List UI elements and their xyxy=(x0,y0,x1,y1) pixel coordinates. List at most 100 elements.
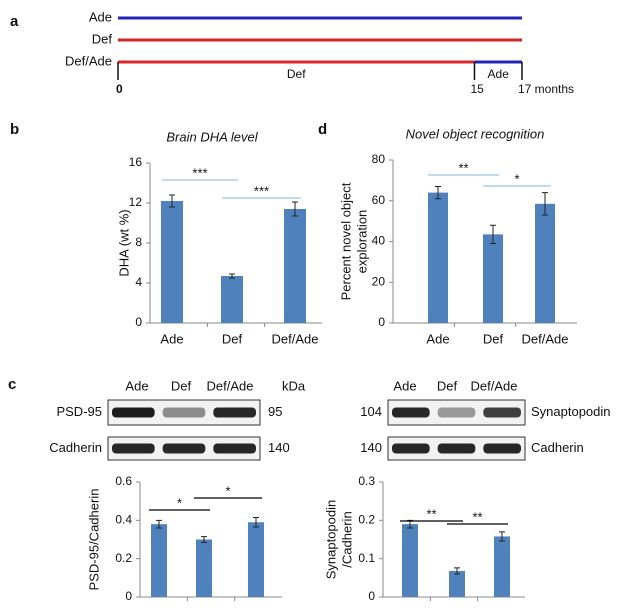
x-tick-label: Def xyxy=(222,331,243,346)
x-tick-label: Ade xyxy=(426,331,449,346)
bar xyxy=(221,276,243,323)
blot-row-label: Cadherin xyxy=(531,440,584,455)
error-bar xyxy=(499,531,505,542)
blot-band xyxy=(112,443,155,454)
chart-title: Novel object recognition xyxy=(406,126,545,141)
error-bar xyxy=(156,519,162,529)
panel-label: d xyxy=(318,121,327,138)
blot-band xyxy=(392,407,430,418)
timeline-segment-label: Def xyxy=(287,67,306,81)
unit-label: kDa xyxy=(282,378,306,393)
blot-kda: 104 xyxy=(360,404,382,419)
blot-band xyxy=(162,407,206,418)
blot-band xyxy=(483,407,521,418)
lane-label: Def/Ade xyxy=(471,378,518,393)
bar xyxy=(248,522,264,597)
significance-label: ** xyxy=(426,506,436,521)
y-tick-label: 20 xyxy=(372,274,386,288)
error-bar xyxy=(435,185,441,200)
y-tick-label: 16 xyxy=(129,155,143,169)
timeline-row-label: Def/Ade xyxy=(65,53,112,68)
blot-band xyxy=(437,407,476,418)
error-bar xyxy=(253,516,259,528)
y-tick-label: 0.2 xyxy=(115,551,132,565)
blot-band xyxy=(213,443,256,454)
y-axis-label: DHA (wt %) xyxy=(116,209,131,276)
error-bar xyxy=(169,194,175,208)
y-tick-label: 80 xyxy=(372,152,386,166)
significance-label: ** xyxy=(472,509,482,524)
lane-label: Ade xyxy=(393,378,416,393)
y-tick-label: 0 xyxy=(125,589,132,603)
lane-label: Def xyxy=(171,378,192,393)
timeline-tick-label: 15 xyxy=(470,82,484,96)
timeline-tick-label: 17 months xyxy=(518,82,574,96)
blot-kda: 140 xyxy=(268,440,290,455)
bar xyxy=(428,192,448,323)
y-axis-label: /Cadherin xyxy=(339,511,354,567)
y-tick-label: 0.6 xyxy=(115,474,132,488)
timeline-tick-label: 0 xyxy=(116,82,123,96)
bar xyxy=(449,570,465,597)
bar xyxy=(284,209,306,323)
y-axis-label: PSD-95/Cadherin xyxy=(86,489,101,591)
error-bar xyxy=(201,536,207,543)
significance-label: * xyxy=(514,171,519,186)
bar xyxy=(196,539,212,597)
y-tick-label: 0 xyxy=(378,315,385,329)
blot-row-label: Cadherin xyxy=(49,440,102,455)
significance-label: * xyxy=(225,483,230,498)
blot-band xyxy=(392,443,430,454)
y-tick-label: 60 xyxy=(372,193,386,207)
significance-label: ** xyxy=(458,160,468,175)
x-tick-label: Def xyxy=(483,331,504,346)
lane-label: Ade xyxy=(125,378,148,393)
x-tick-label: Def/Ade xyxy=(522,331,569,346)
timeline-row-label: Ade xyxy=(89,9,112,24)
y-tick-label: 0.4 xyxy=(115,513,132,527)
bar xyxy=(402,524,418,597)
y-tick-label: 0 xyxy=(368,589,375,603)
bar xyxy=(494,536,510,597)
bar xyxy=(151,524,167,597)
blot-kda: 95 xyxy=(268,404,282,419)
error-bar xyxy=(454,567,460,575)
y-tick-label: 0 xyxy=(135,315,142,329)
y-tick-label: 0.2 xyxy=(358,513,375,527)
x-tick-label: Ade xyxy=(160,331,183,346)
y-tick-label: 0.1 xyxy=(358,551,375,565)
y-tick-label: 40 xyxy=(372,234,386,248)
panel-label: a xyxy=(10,13,19,30)
error-bar xyxy=(490,224,496,245)
timeline-row-label: Def xyxy=(92,31,113,46)
blot-band xyxy=(213,407,256,418)
bar xyxy=(535,203,555,323)
y-axis-label: Synaptopodin xyxy=(323,500,338,580)
blot-band xyxy=(162,443,206,454)
blot-row-label: Synaptopodin xyxy=(531,404,611,419)
error-bar xyxy=(229,273,235,279)
y-tick-label: 12 xyxy=(129,195,143,209)
blot-band xyxy=(437,443,476,454)
significance-label: *** xyxy=(254,183,269,198)
y-tick-label: 8 xyxy=(135,235,142,249)
blot-band xyxy=(483,443,521,454)
timeline-segment-label: Ade xyxy=(488,67,510,81)
y-axis-label: Percent novel object xyxy=(338,182,353,300)
chart-title: Brain DHA level xyxy=(166,129,258,144)
bar xyxy=(483,234,503,323)
y-tick-label: 0.3 xyxy=(358,474,375,488)
lane-label: Def/Ade xyxy=(207,378,254,393)
blot-kda: 140 xyxy=(360,440,382,455)
panel-label: c xyxy=(8,376,16,393)
y-axis-label: exploration xyxy=(354,210,369,274)
panel-label: b xyxy=(10,121,19,138)
x-tick-label: Def/Ade xyxy=(272,331,319,346)
significance-label: * xyxy=(177,495,182,510)
error-bar xyxy=(292,201,298,217)
significance-label: *** xyxy=(192,165,207,180)
lane-label: Def xyxy=(437,378,458,393)
bar xyxy=(161,201,183,323)
